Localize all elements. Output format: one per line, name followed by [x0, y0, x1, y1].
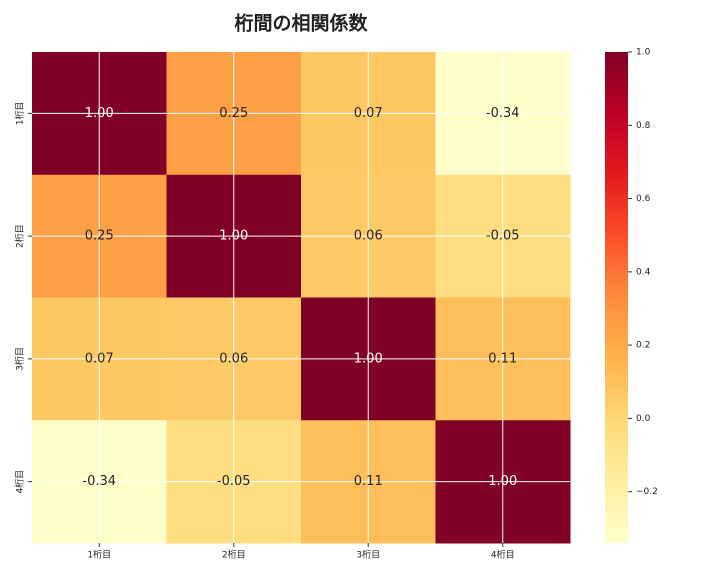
- value-label: -0.34: [486, 106, 520, 121]
- x-tick-label: 3桁目: [356, 549, 380, 561]
- value-label: -0.05: [486, 229, 520, 244]
- value-label: 0.07: [354, 106, 383, 121]
- y-tick-label: 1桁目: [14, 102, 26, 126]
- colorbar-tick-label: 0.0: [636, 414, 651, 424]
- colorbar-tick-label: 0.6: [636, 194, 651, 204]
- x-tick-label: 1桁目: [87, 549, 111, 561]
- chart-title: 桁間の相関係数: [234, 12, 368, 35]
- y-tick-label: 3桁目: [14, 347, 26, 371]
- y-tick-label: 2桁目: [14, 224, 26, 248]
- value-label: 1.00: [488, 474, 517, 489]
- value-label: 1.00: [85, 106, 114, 121]
- value-label: 0.11: [488, 351, 517, 366]
- colorbar-tick-label: 0.2: [636, 341, 650, 351]
- x-tick-label: 2桁目: [222, 549, 246, 561]
- colorbar-tick-label: 1.0: [636, 48, 651, 58]
- value-label: 0.07: [85, 351, 114, 366]
- value-label: -0.05: [217, 474, 251, 489]
- value-label: 0.06: [354, 229, 383, 244]
- value-label: 0.06: [219, 351, 248, 366]
- x-tick-label: 4桁目: [491, 549, 515, 561]
- value-label: -0.34: [82, 474, 116, 489]
- value-label: 1.00: [354, 351, 383, 366]
- y-tick-label: 4桁目: [14, 470, 26, 494]
- colorbar-tick-label: 0.8: [636, 121, 651, 131]
- value-label: 0.11: [354, 474, 383, 489]
- colorbar-tick-label: −0.2: [636, 487, 658, 497]
- colorbar-tick-label: 0.4: [636, 267, 651, 277]
- colorbar: [605, 52, 628, 543]
- value-label: 0.25: [85, 229, 114, 244]
- value-label: 1.00: [219, 229, 248, 244]
- value-label: 0.25: [219, 106, 248, 121]
